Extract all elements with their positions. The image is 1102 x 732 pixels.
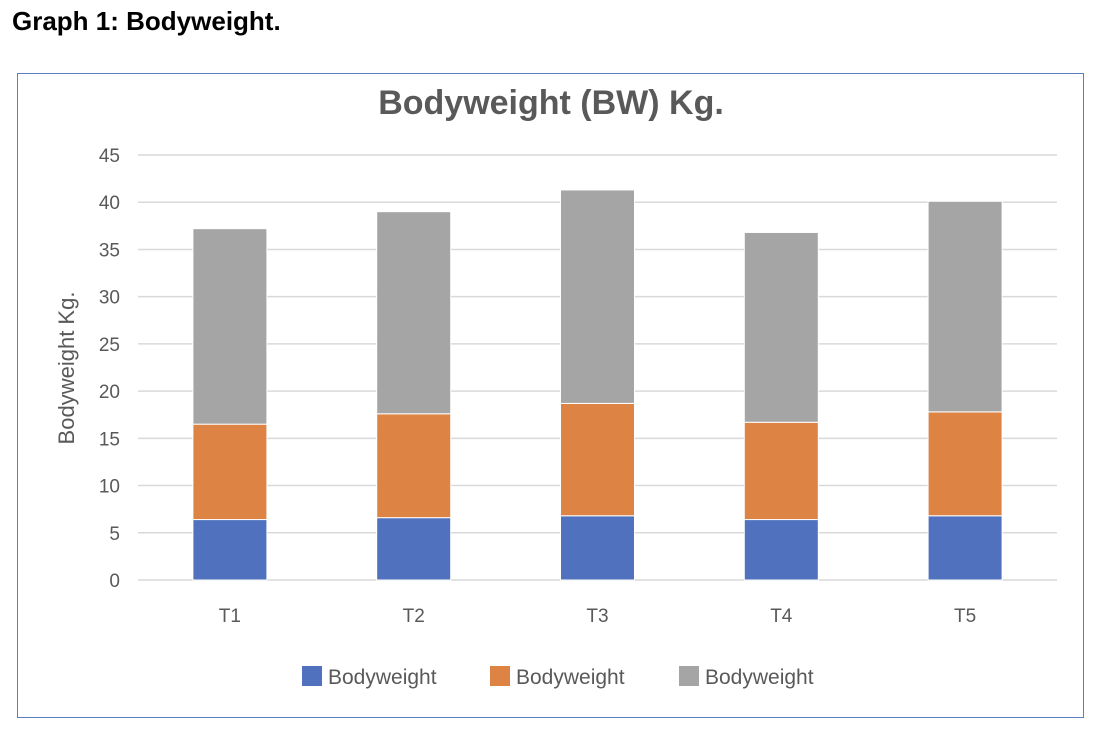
bar-segment-t4-series-3 <box>743 231 819 423</box>
y-axis-ticks: 0 5 10 15 20 25 30 35 40 45 <box>99 146 120 592</box>
bars <box>192 189 1003 581</box>
x-tick-label: T1 <box>219 606 241 627</box>
bar-segment-t5-series-1 <box>927 515 1003 581</box>
bar-segment-t3-series-1 <box>560 515 635 581</box>
bar-segment-t4-series-2 <box>743 421 819 521</box>
bar-segment-t1-series-3 <box>192 228 268 425</box>
y-axis-label: Bodyweight Kg. <box>54 292 79 445</box>
bar-segment-t5-series-3 <box>927 200 1003 413</box>
y-tick-label: 45 <box>99 146 120 167</box>
bar-segment-t3-series-2 <box>560 402 635 517</box>
x-axis-ticks: T1 T2 T3 T4 T5 <box>219 606 976 627</box>
x-tick-label: T2 <box>403 606 425 627</box>
figure-caption: Graph 1: Bodyweight. <box>12 6 281 36</box>
x-tick-label: T4 <box>770 606 793 627</box>
bar-segment-t2-series-1 <box>376 517 452 581</box>
bar-segment-t2-series-2 <box>376 413 452 519</box>
x-tick-label: T5 <box>954 606 976 627</box>
y-tick-label: 40 <box>99 193 120 214</box>
y-tick-label: 35 <box>99 240 120 261</box>
y-tick-label: 5 <box>109 524 120 545</box>
bar-segment-t1-series-2 <box>192 423 268 521</box>
bar-segment-t2-series-3 <box>376 211 452 415</box>
bar-segment-t3-series-3 <box>560 189 635 404</box>
legend-swatch <box>679 666 699 686</box>
legend: Bodyweight Bodyweight Bodyweight <box>302 666 814 689</box>
x-tick-label: T3 <box>586 606 608 627</box>
legend-label: Bodyweight <box>705 666 814 689</box>
legend-swatch <box>302 666 322 686</box>
y-tick-label: 0 <box>109 571 120 592</box>
bar-segment-t4-series-1 <box>743 519 819 581</box>
legend-label: Bodyweight <box>328 666 437 689</box>
y-tick-label: 30 <box>99 288 120 309</box>
chart-title: Bodyweight (BW) Kg. <box>378 84 724 122</box>
bar-segment-t5-series-2 <box>927 411 1003 517</box>
y-tick-label: 20 <box>99 382 120 403</box>
y-tick-label: 15 <box>99 429 120 450</box>
bar-segment-t1-series-1 <box>192 519 268 581</box>
legend-label: Bodyweight <box>516 666 625 689</box>
y-tick-label: 10 <box>99 477 120 498</box>
y-tick-label: 25 <box>99 335 120 356</box>
legend-swatch <box>490 666 510 686</box>
